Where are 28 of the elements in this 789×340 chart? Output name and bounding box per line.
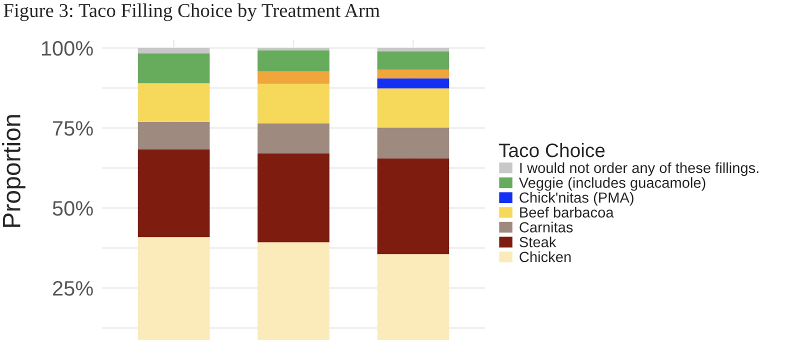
legend-label: Beef barbacoa bbox=[520, 206, 614, 218]
legend-title: Taco Choice bbox=[498, 143, 605, 158]
bar bbox=[377, 88, 450, 128]
bar bbox=[138, 83, 210, 122]
bar bbox=[377, 128, 450, 158]
bar bbox=[377, 51, 450, 70]
legend-label: I would not order any of these fillings. bbox=[520, 162, 758, 176]
y-tick-label: 25% bbox=[53, 281, 93, 296]
bar bbox=[377, 78, 450, 88]
bar bbox=[258, 71, 330, 84]
y-tick-label: 75% bbox=[53, 121, 93, 136]
y-tick-label: 100% bbox=[42, 41, 93, 56]
bar bbox=[138, 122, 210, 150]
bar bbox=[138, 48, 210, 54]
bar bbox=[138, 53, 210, 84]
y-axis-title: Proportion bbox=[2, 115, 26, 227]
bar bbox=[258, 124, 330, 154]
legend-label: Chick'nitas (PMA) bbox=[520, 192, 634, 206]
legend-label: Steak bbox=[520, 236, 556, 248]
chart-title: Figure 3: Taco Filling Choice by Treatment Arm bbox=[4, 3, 380, 22]
bar bbox=[377, 70, 450, 78]
bar bbox=[258, 84, 330, 124]
legend-label: Chicken bbox=[520, 251, 571, 262]
bar bbox=[258, 50, 330, 72]
y-tick-label: 50% bbox=[52, 201, 93, 216]
legend-label: Veggie (includes guacamole) bbox=[518, 177, 706, 191]
bar bbox=[377, 48, 450, 52]
legend-label: Carnitas bbox=[520, 222, 573, 232]
